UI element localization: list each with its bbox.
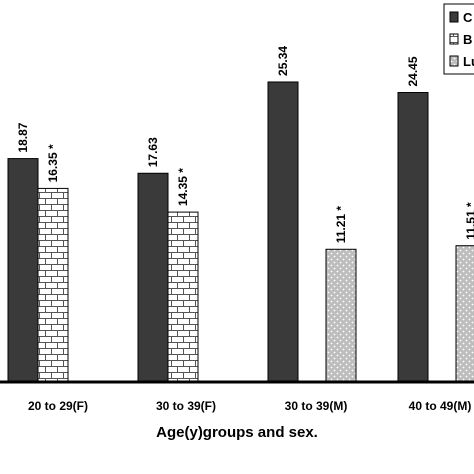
legend-label-b: B: [463, 32, 472, 47]
legend-label-c: C: [463, 10, 473, 25]
data-label-b-2: 14.35 *: [176, 168, 190, 206]
bar-c-4: [397, 92, 429, 383]
bar-lu-3: [325, 248, 357, 383]
bar-c-3: [267, 81, 299, 383]
bar-b-2: [167, 211, 199, 383]
x-tick-label-2: 30 to 39(F): [156, 399, 216, 413]
legend-swatch-c: [449, 11, 459, 23]
legend: CB Lu: [443, 3, 474, 75]
x-tick-label-4: 40 to 49(M): [409, 399, 472, 413]
legend-box: [443, 3, 474, 75]
data-label-b-1: 16.35 *: [46, 144, 60, 182]
bar-c-1: [7, 158, 39, 383]
data-labels-layer: 18.87 17.63 25.34 24.45 16.35 * 14.35 * 11.21 …: [16, 46, 474, 244]
data-label-lu-4: 11.51 *: [464, 202, 474, 240]
data-label-lu-3: 11.21 *: [334, 206, 348, 244]
x-tick-label-1: 20 to 29(F): [28, 399, 88, 413]
bar-b-1: [37, 187, 69, 383]
data-label-c-4: 24.45: [406, 56, 420, 86]
data-label-c-1: 18.87: [16, 122, 30, 152]
data-label-c-3: 25.34: [276, 46, 290, 76]
bar-lu-4: [455, 245, 474, 383]
data-label-c-2: 17.63: [146, 137, 160, 167]
bar-c-2: [137, 172, 169, 383]
x-tick-labels: 20 to 29(F) 30 to 39(F) 30 to 39(M) 40 to 4…: [28, 399, 471, 413]
x-tick-label-3: 30 to 39(M): [285, 399, 348, 413]
legend-swatch-b: [449, 33, 459, 45]
legend-label-lu: Lu: [463, 54, 474, 69]
legend-swatch-lu: [449, 55, 459, 67]
x-axis-title: Age(y)groups and sex.: [156, 424, 318, 441]
bars-layer: [7, 81, 474, 383]
